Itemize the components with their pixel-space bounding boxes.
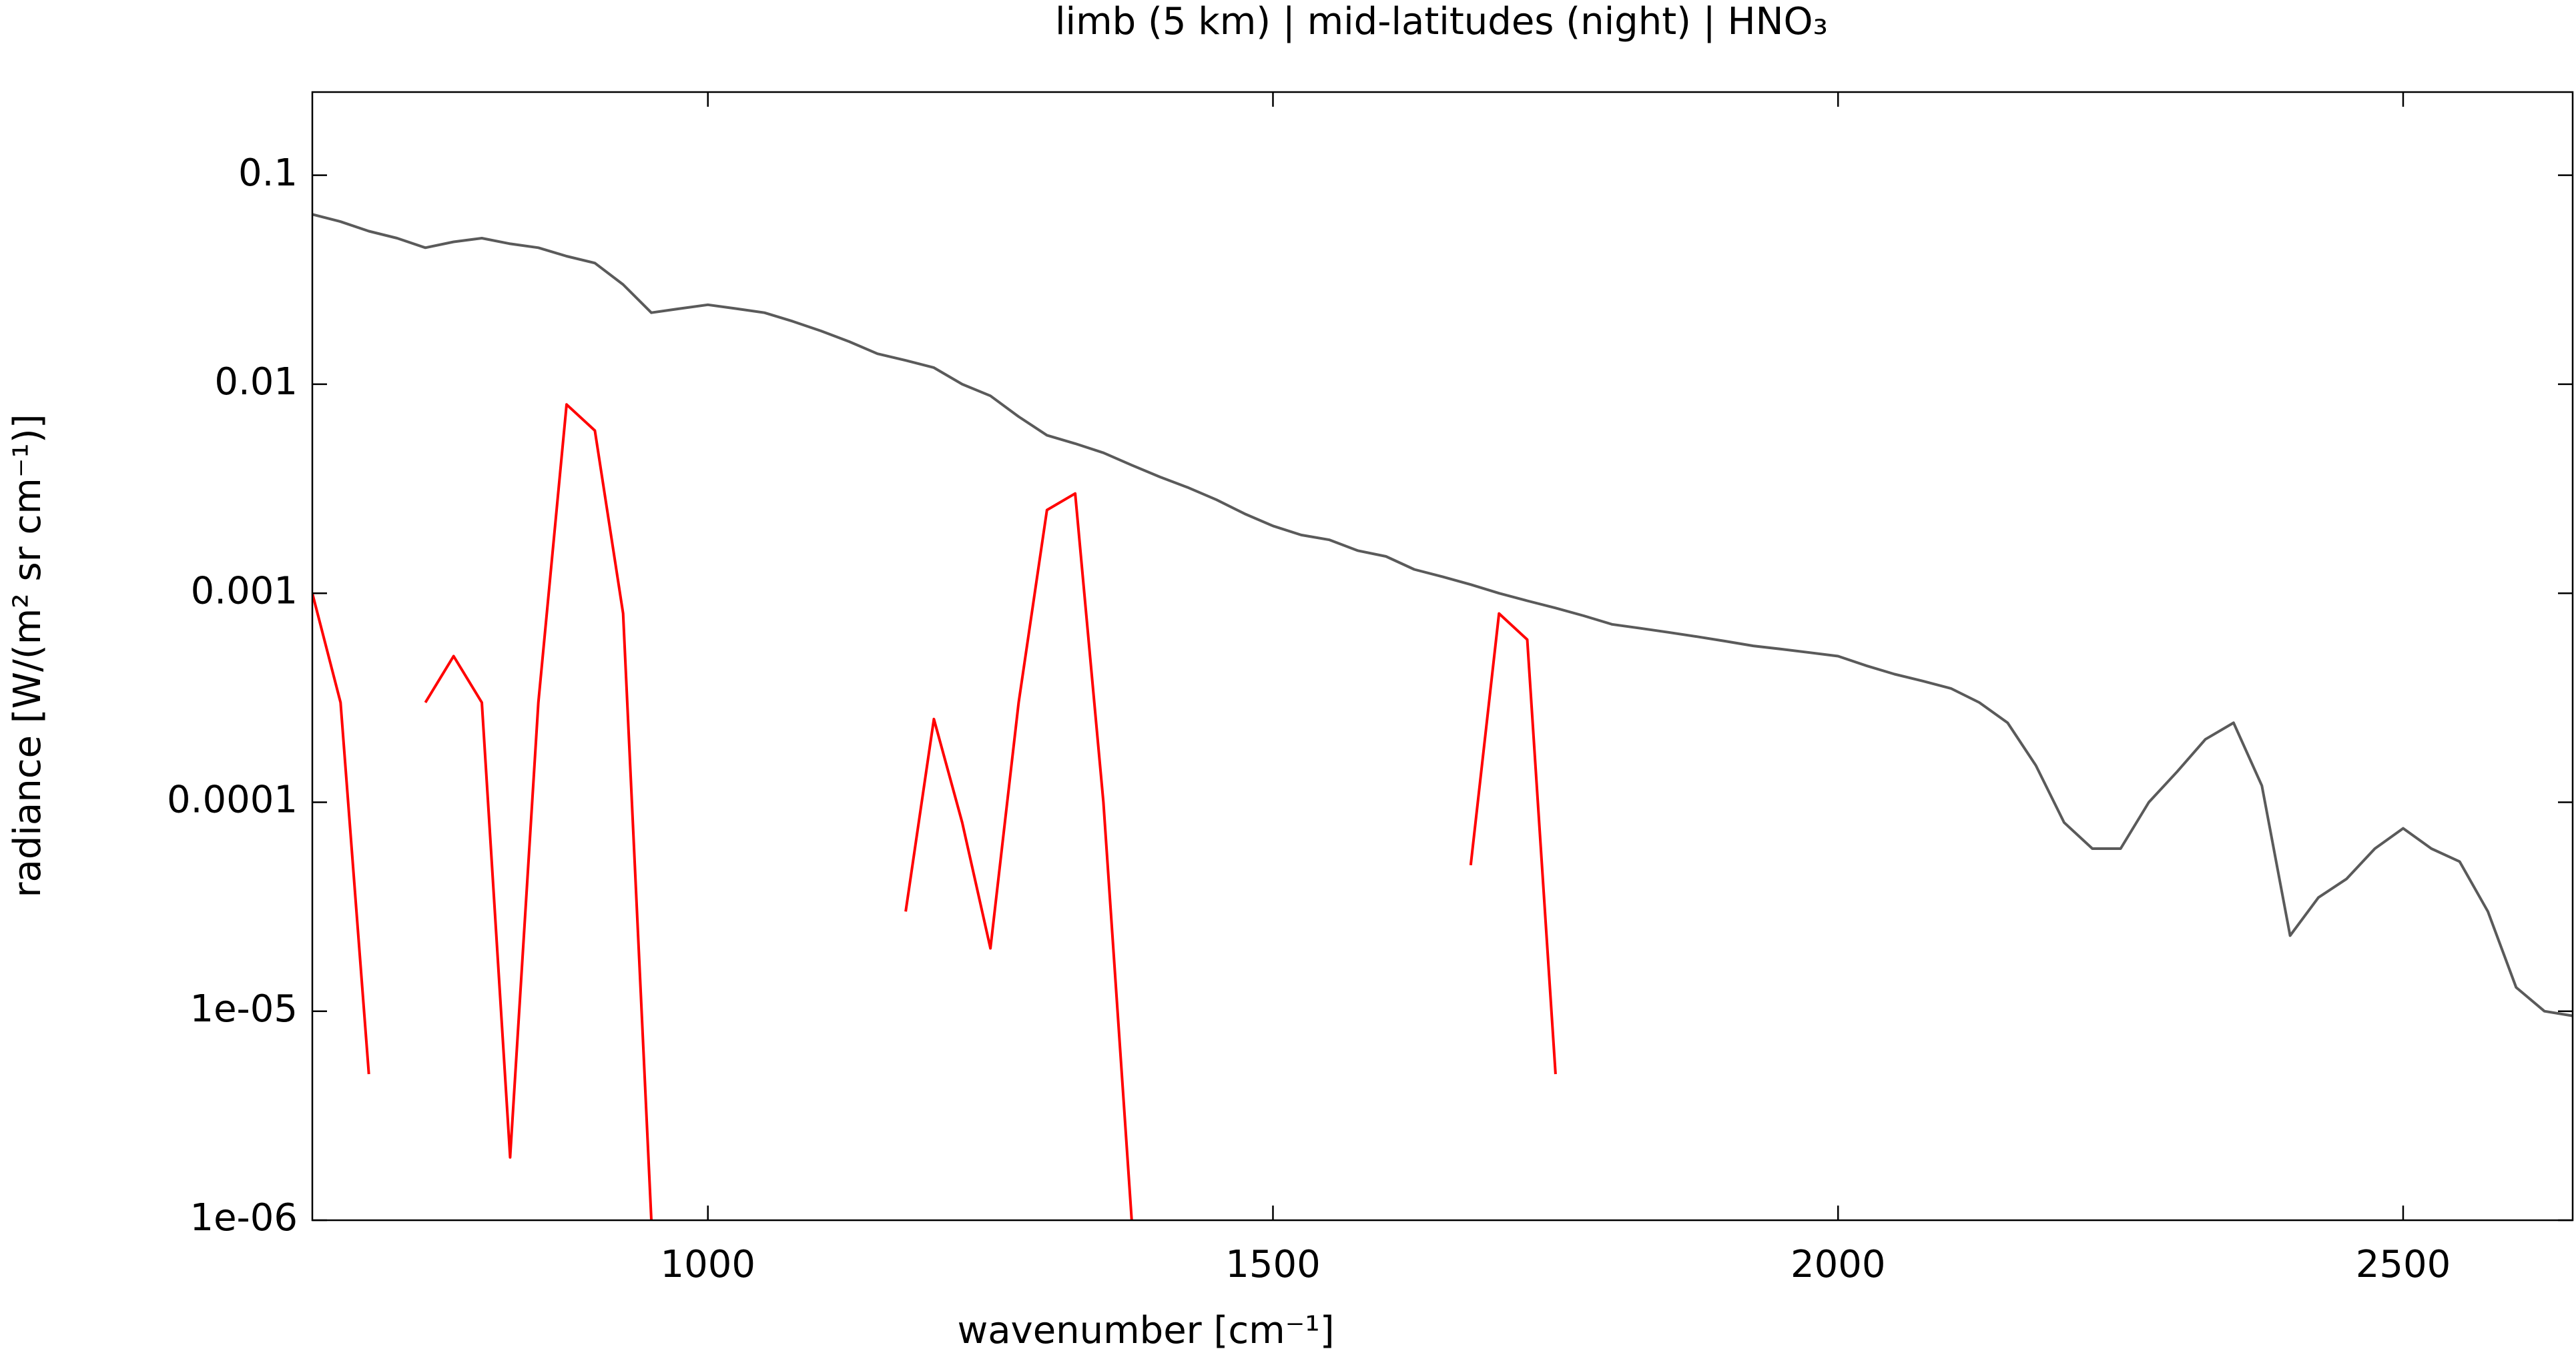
x-axis-label: wavenumber [cm⁻¹]: [957, 1309, 1334, 1352]
x-tick-label: 1000: [660, 1243, 755, 1286]
y-tick-label: 0.0001: [167, 779, 298, 822]
y-axis-label: radiance [W/(m² sr cm⁻¹)]: [6, 414, 49, 897]
x-tick-label: 2000: [1791, 1243, 1886, 1286]
x-tick-label: 2500: [2356, 1243, 2451, 1286]
series-line: [312, 403, 1557, 1220]
y-tick-label: 0.1: [238, 151, 298, 195]
chart-title: limb (5 km) | mid-latitudes (night) | HN…: [1055, 0, 1828, 43]
series-line: [312, 213, 2573, 1017]
x-tick-label: 1500: [1225, 1243, 1321, 1286]
y-tick-label: 0.01: [214, 360, 298, 404]
plot-area: [312, 213, 2573, 1220]
y-tick-label: 0.001: [191, 569, 298, 612]
y-tick-label: 1e-05: [190, 987, 298, 1031]
y-tick-label: 1e-06: [190, 1196, 298, 1240]
plot-frame: [311, 91, 2574, 1222]
